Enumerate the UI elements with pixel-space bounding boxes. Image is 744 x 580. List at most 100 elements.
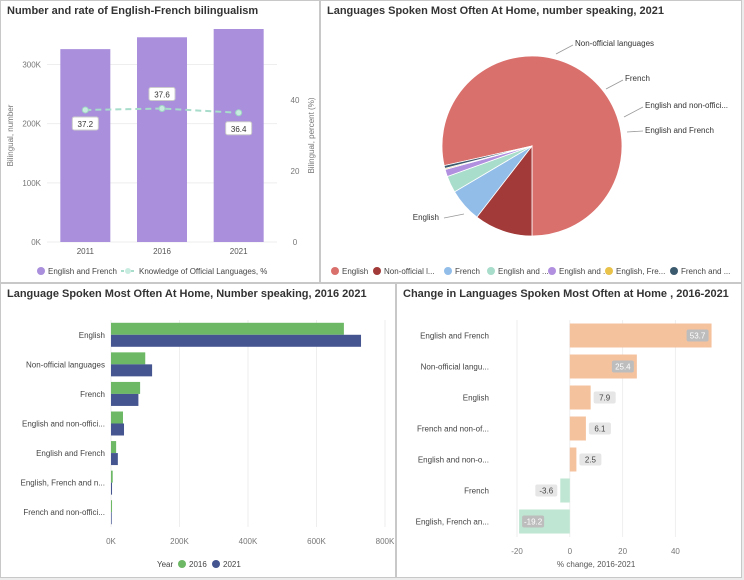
data-label-box: [71, 116, 99, 131]
callout-label: English and French: [645, 126, 714, 135]
y-tick-label: 200K: [22, 120, 41, 129]
y-right-tick-label: 40: [291, 96, 300, 105]
bar-2016: [111, 411, 123, 424]
x-tick-label: 2016: [153, 247, 171, 256]
data-label-box: [148, 87, 176, 102]
legend-marker: [125, 268, 131, 274]
bar-2021: [111, 393, 139, 406]
bar-2016: [111, 470, 113, 483]
legend-label: English and ...: [559, 267, 610, 276]
category-label: French: [80, 390, 105, 399]
panel-title: Languages Spoken Most Often At Home, num…: [327, 5, 664, 17]
data-label: -3.6: [539, 487, 553, 496]
line-point: [81, 106, 89, 114]
category-label: French and non-offici...: [23, 508, 105, 517]
category-label: English: [463, 394, 489, 403]
data-label-box: [588, 422, 611, 435]
x-tick-label: 200K: [170, 537, 189, 546]
data-label: 6.1: [594, 425, 606, 434]
bar-2016: [111, 352, 146, 365]
legend-label: English: [342, 267, 368, 276]
category-label: English: [79, 331, 105, 340]
bar-2021: [111, 334, 362, 347]
callout-line: [626, 130, 644, 133]
bar: [213, 29, 264, 242]
line-point: [158, 105, 166, 113]
callout-label: English: [413, 213, 439, 222]
legend-marker: [605, 267, 613, 275]
bilingualism-chart: 0K 100K 200K 300K 0 20 40 Bilingual, number Bili…: [6, 29, 316, 276]
data-label-box: [522, 515, 545, 528]
data-label: -19.2: [524, 518, 543, 527]
legend-marker: [373, 267, 381, 275]
legend-marker: [487, 267, 495, 275]
bar-2021: [111, 482, 113, 495]
bar-2021: [111, 364, 153, 377]
category-label: French: [464, 487, 489, 496]
bar-2021: [111, 453, 118, 466]
y-tick-label: 300K: [22, 61, 41, 70]
x-tick-label: 600K: [307, 537, 326, 546]
bilingualism-panel: Number and rate of English-French biling…: [0, 0, 320, 283]
legend-label: French: [455, 267, 480, 276]
legend-marker: [548, 267, 556, 275]
y-right-tick-label: 0: [293, 238, 298, 247]
language-change-chart: -20 0 20 40 % change, 2016-2021 English and F…: [416, 320, 712, 569]
data-label-box: [611, 360, 634, 373]
data-label-box: [225, 121, 253, 136]
x-tick-label: 0: [568, 547, 573, 556]
pie-slice: [443, 145, 533, 169]
bar-2016: [111, 441, 117, 454]
language-by-year-panel: Language Spoken Most Often At Home, Numb…: [0, 283, 396, 578]
category-label: Non-official langu...: [421, 363, 489, 372]
legend-label: 2016: [189, 560, 207, 569]
category-label: Non-official languages: [26, 360, 105, 369]
data-label: 2.5: [585, 456, 597, 465]
y-right-axis-title: Bilingual, percent (%): [307, 97, 316, 173]
y-tick-label: 0K: [31, 238, 41, 247]
data-label-box: [593, 391, 616, 404]
data-label: 36.4: [231, 125, 247, 134]
category-label: English, French and n...: [21, 479, 106, 488]
series-line: [85, 107, 239, 114]
legend-marker: [212, 560, 220, 568]
data-label-box: [579, 453, 602, 466]
language-by-year-chart: 0K 200K 400K 600K 800K English Non-official la…: [21, 320, 395, 569]
data-label: 7.9: [599, 394, 611, 403]
data-label-box: [535, 484, 558, 497]
bar: [569, 416, 586, 441]
x-tick-label: 2021: [230, 247, 248, 256]
data-label: 25.4: [615, 363, 631, 372]
legend-label: French and ...: [681, 267, 730, 276]
callout-label: Non-official languages: [575, 39, 654, 48]
category-label: English and French: [36, 449, 105, 458]
bar-2016: [111, 381, 141, 394]
legend-marker: [444, 267, 452, 275]
callout-line: [623, 106, 644, 118]
bar: [60, 49, 111, 242]
legend-label: English and ...: [498, 267, 549, 276]
y-right-tick-label: 20: [291, 167, 300, 176]
bar: [569, 385, 591, 410]
callout-label: French: [625, 74, 650, 83]
data-label-box: [686, 329, 709, 342]
x-tick-label: 0K: [106, 537, 116, 546]
legend-label: 2021: [223, 560, 241, 569]
category-label: English and non-offici...: [22, 420, 105, 429]
data-label: 37.6: [154, 91, 170, 100]
callout-line: [605, 79, 624, 90]
data-label: 53.7: [690, 332, 706, 341]
panel-title: Change in Languages Spoken Most Often at…: [403, 288, 729, 300]
bar-2021: [111, 423, 125, 436]
legend-label: Non-official l...: [384, 267, 435, 276]
legend-title: Year: [157, 560, 174, 569]
x-tick-label: 400K: [239, 537, 258, 546]
callout-line: [555, 44, 574, 55]
panel-title: Number and rate of English-French biling…: [7, 5, 259, 17]
legend-label: English, Fre...: [616, 267, 665, 276]
x-tick-label: 800K: [376, 537, 395, 546]
bar: [137, 37, 187, 243]
legend-marker: [331, 267, 339, 275]
x-axis-title: % change, 2016-2021: [557, 560, 636, 569]
bar-2021: [111, 512, 112, 525]
